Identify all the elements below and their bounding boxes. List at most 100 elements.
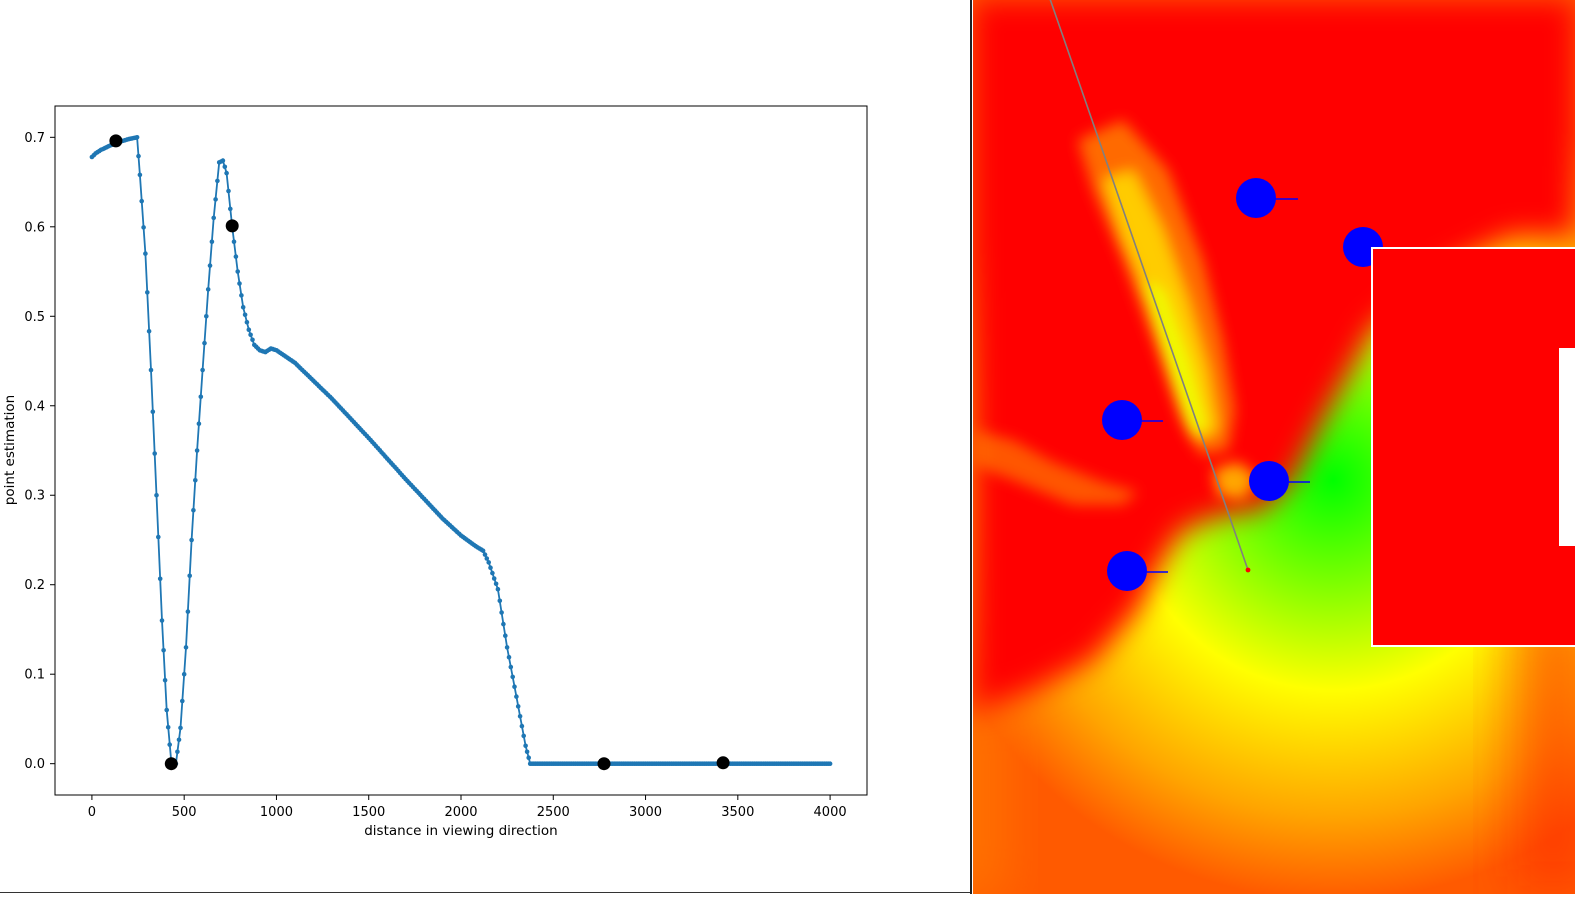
x-axis-ticks: 0 500 1000 1500 2000 2500 3000 3500 4000 — [88, 795, 847, 820]
series-point — [183, 645, 189, 650]
series-point — [143, 251, 148, 256]
blocked-zone — [1371, 247, 1575, 647]
series-point — [501, 621, 506, 627]
series-point — [185, 609, 191, 614]
series-point — [202, 340, 207, 346]
series-point — [220, 158, 226, 163]
estimation-heatmap — [973, 0, 1575, 894]
highlight-point — [225, 219, 239, 233]
highlight-point — [597, 757, 611, 771]
x-tick-label: 3000 — [629, 805, 662, 820]
heatmap-panel — [973, 0, 1575, 894]
series-point — [226, 188, 231, 194]
obstacle-marker — [1249, 461, 1289, 501]
series-point — [508, 664, 514, 670]
x-tick-label: 2000 — [444, 805, 477, 820]
series-point — [517, 714, 523, 719]
series-point — [235, 269, 240, 274]
series-point — [228, 206, 233, 212]
series-point — [211, 215, 216, 221]
series-point — [506, 654, 512, 660]
series-point — [499, 610, 504, 615]
series-point — [514, 694, 519, 699]
series-point — [164, 707, 169, 713]
series-point — [141, 225, 146, 230]
series-point — [827, 761, 833, 766]
series-point — [523, 743, 528, 749]
y-tick-label: 0.2 — [24, 578, 45, 593]
series-point — [189, 537, 194, 543]
series-point — [152, 451, 157, 456]
plot-area — [54, 105, 868, 796]
panel-bottom-border — [0, 892, 972, 893]
target-point — [1245, 567, 1251, 573]
series-point — [161, 648, 166, 653]
y-axis-label: point estimation — [2, 395, 18, 505]
series-point — [175, 749, 180, 755]
series-point — [209, 239, 215, 244]
series-point — [191, 507, 196, 513]
series-point — [162, 677, 168, 683]
series-point — [488, 565, 493, 570]
viewing-ray — [1049, 0, 1249, 571]
series-layer — [89, 135, 833, 766]
x-tick-label: 2500 — [537, 805, 570, 820]
series-point — [178, 725, 183, 731]
series-point — [167, 742, 172, 747]
series-point — [180, 698, 185, 704]
series-point — [159, 618, 165, 623]
series-point — [250, 337, 255, 343]
series-point — [215, 178, 220, 184]
series-point — [484, 556, 490, 561]
series-point — [242, 312, 248, 318]
series-point — [480, 548, 486, 553]
field-right-edge-shade — [1513, 600, 1575, 894]
blocked-zone-edge — [1559, 348, 1575, 546]
series-point — [237, 281, 242, 286]
field-left-edge-shade — [973, 700, 1003, 894]
y-tick-label: 0.3 — [24, 489, 45, 504]
y-tick-label: 0.0 — [24, 757, 45, 772]
series-point — [139, 198, 144, 204]
series-point — [486, 560, 492, 565]
series-point — [145, 290, 150, 295]
series-point — [244, 319, 250, 325]
highlight-point — [109, 134, 123, 148]
series-point — [515, 704, 521, 709]
panel-divider — [970, 0, 972, 894]
series-point — [231, 239, 237, 244]
series-point — [233, 254, 239, 259]
series-point — [148, 367, 154, 373]
series-point — [239, 293, 244, 298]
series-point — [248, 332, 253, 338]
series-point — [157, 576, 163, 582]
series-point — [134, 135, 140, 140]
series-point — [176, 737, 182, 743]
series-point — [504, 645, 510, 650]
obstacle-marker — [1236, 178, 1276, 218]
series-point — [240, 305, 246, 310]
y-tick-label: 0.5 — [24, 310, 45, 325]
x-tick-label: 1000 — [260, 805, 293, 820]
series-point — [181, 671, 187, 677]
series-point — [493, 581, 499, 587]
line-chart: 0 500 1000 1500 2000 2500 3000 3500 4000 0.00.10… — [2, 105, 868, 839]
highlight-point — [164, 757, 178, 771]
series-point — [491, 576, 497, 581]
y-tick-label: 0.7 — [24, 131, 45, 146]
series-point — [198, 394, 204, 400]
series-point — [482, 552, 488, 557]
line-chart-panel: 0 500 1000 1500 2000 2500 3000 3500 4000 0.0 0.1 0… — [0, 105, 972, 893]
series-point — [200, 367, 205, 373]
series-point — [510, 674, 515, 680]
x-tick-label: 500 — [172, 805, 197, 820]
obstacle-marker — [1102, 400, 1142, 440]
highlight-point — [716, 756, 730, 770]
series-point — [204, 314, 209, 319]
series-point — [490, 570, 495, 576]
series-point — [503, 633, 508, 638]
x-tick-label: 4000 — [814, 805, 847, 820]
series-point — [246, 327, 252, 333]
x-tick-label: 1500 — [352, 805, 385, 820]
series-point — [193, 478, 198, 483]
